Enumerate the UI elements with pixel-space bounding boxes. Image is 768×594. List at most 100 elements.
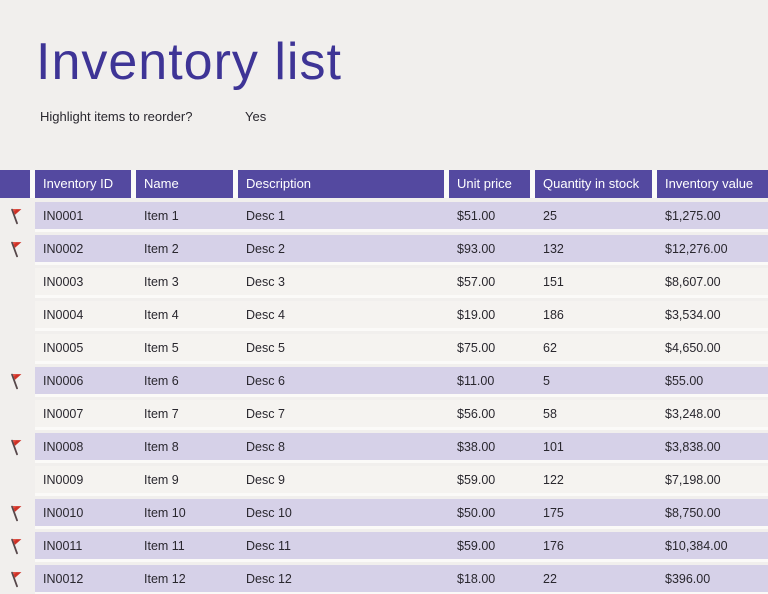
column-header-flag[interactable] bbox=[0, 170, 30, 198]
cell-description[interactable]: Desc 8 bbox=[246, 439, 285, 454]
table-row[interactable]: IN0005 Item 5 Desc 5 $75.00 62 $4,650.00 bbox=[0, 334, 768, 367]
cell-name[interactable]: Item 10 bbox=[144, 505, 186, 520]
cell-description[interactable]: Desc 2 bbox=[246, 241, 285, 256]
cell-description[interactable]: Desc 12 bbox=[246, 571, 292, 586]
cell-quantity[interactable]: 151 bbox=[543, 274, 564, 289]
table-row[interactable]: IN0011 Item 11 Desc 11 $59.00 176 $10,38… bbox=[0, 532, 768, 565]
cell-unit-price[interactable]: $75.00 bbox=[457, 340, 496, 355]
cell-description[interactable]: Desc 1 bbox=[246, 208, 285, 223]
cell-name[interactable]: Item 12 bbox=[144, 571, 186, 586]
table-row[interactable]: IN0010 Item 10 Desc 10 $50.00 175 $8,750… bbox=[0, 499, 768, 532]
cell-inventory-id[interactable]: IN0006 bbox=[43, 373, 84, 388]
column-header-quantity[interactable]: Quantity in stock bbox=[535, 170, 652, 198]
cell-inventory-value[interactable]: $3,838.00 bbox=[665, 439, 721, 454]
column-header-description[interactable]: Description bbox=[238, 170, 444, 198]
reorder-flag-icon bbox=[4, 371, 25, 392]
cell-description[interactable]: Desc 3 bbox=[246, 274, 285, 289]
cell-unit-price[interactable]: $11.00 bbox=[457, 373, 495, 388]
column-header-unit-price[interactable]: Unit price bbox=[449, 170, 530, 198]
inventory-table: Inventory ID Name Description Unit price… bbox=[0, 170, 768, 594]
table-row[interactable]: IN0006 Item 6 Desc 6 $11.00 5 $55.00 bbox=[0, 367, 768, 400]
cell-inventory-value[interactable]: $8,607.00 bbox=[665, 274, 721, 289]
cell-unit-price[interactable]: $18.00 bbox=[457, 571, 496, 586]
cell-inventory-value[interactable]: $12,276.00 bbox=[665, 241, 728, 256]
cell-name[interactable]: Item 7 bbox=[144, 406, 179, 421]
cell-description[interactable]: Desc 9 bbox=[246, 472, 285, 487]
cell-inventory-id[interactable]: IN0001 bbox=[43, 208, 84, 223]
table-row[interactable]: IN0003 Item 3 Desc 3 $57.00 151 $8,607.0… bbox=[0, 268, 768, 301]
table-row[interactable]: IN0008 Item 8 Desc 8 $38.00 101 $3,838.0… bbox=[0, 433, 768, 466]
cell-quantity[interactable]: 186 bbox=[543, 307, 564, 322]
cell-quantity[interactable]: 122 bbox=[543, 472, 564, 487]
reorder-answer-cell[interactable]: Yes bbox=[245, 109, 267, 124]
cell-name[interactable]: Item 6 bbox=[144, 373, 179, 388]
cell-unit-price[interactable]: $93.00 bbox=[457, 241, 496, 256]
cell-unit-price[interactable]: $50.00 bbox=[457, 505, 496, 520]
cell-inventory-value[interactable]: $3,248.00 bbox=[665, 406, 721, 421]
table-row[interactable]: IN0012 Item 12 Desc 12 $18.00 22 $396.00 bbox=[0, 565, 768, 594]
cell-inventory-value[interactable]: $3,534.00 bbox=[665, 307, 721, 322]
reorder-flag-icon bbox=[4, 206, 25, 227]
table-row[interactable]: IN0004 Item 4 Desc 4 $19.00 186 $3,534.0… bbox=[0, 301, 768, 334]
cell-inventory-id[interactable]: IN0008 bbox=[43, 439, 84, 454]
cell-name[interactable]: Item 8 bbox=[144, 439, 179, 454]
cell-description[interactable]: Desc 7 bbox=[246, 406, 285, 421]
cell-inventory-value[interactable]: $10,384.00 bbox=[665, 538, 728, 553]
cell-inventory-id[interactable]: IN0007 bbox=[43, 406, 84, 421]
cell-name[interactable]: Item 2 bbox=[144, 241, 179, 256]
cell-inventory-id[interactable]: IN0009 bbox=[43, 472, 84, 487]
table-row[interactable]: IN0007 Item 7 Desc 7 $56.00 58 $3,248.00 bbox=[0, 400, 768, 433]
cell-name[interactable]: Item 3 bbox=[144, 274, 179, 289]
cell-description[interactable]: Desc 6 bbox=[246, 373, 285, 388]
table-body: IN0001 Item 1 Desc 1 $51.00 25 $1,275.00… bbox=[0, 202, 768, 594]
cell-quantity[interactable]: 101 bbox=[543, 439, 564, 454]
cell-inventory-value[interactable]: $8,750.00 bbox=[665, 505, 721, 520]
table-row[interactable]: IN0009 Item 9 Desc 9 $59.00 122 $7,198.0… bbox=[0, 466, 768, 499]
table-row[interactable]: IN0002 Item 2 Desc 2 $93.00 132 $12,276.… bbox=[0, 235, 768, 268]
cell-inventory-value[interactable]: $55.00 bbox=[665, 373, 704, 388]
cell-quantity[interactable]: 58 bbox=[543, 406, 557, 421]
cell-inventory-id[interactable]: IN0005 bbox=[43, 340, 84, 355]
cell-inventory-value[interactable]: $7,198.00 bbox=[665, 472, 721, 487]
cell-inventory-id[interactable]: IN0004 bbox=[43, 307, 84, 322]
cell-quantity[interactable]: 22 bbox=[543, 571, 557, 586]
cell-quantity[interactable]: 25 bbox=[543, 208, 557, 223]
cell-inventory-value[interactable]: $4,650.00 bbox=[665, 340, 721, 355]
column-header-name[interactable]: Name bbox=[136, 170, 233, 198]
table-row[interactable]: IN0001 Item 1 Desc 1 $51.00 25 $1,275.00 bbox=[0, 202, 768, 235]
cell-name[interactable]: Item 4 bbox=[144, 307, 179, 322]
table-header-row: Inventory ID Name Description Unit price… bbox=[0, 170, 768, 198]
cell-name[interactable]: Item 1 bbox=[144, 208, 179, 223]
cell-name[interactable]: Item 5 bbox=[144, 340, 179, 355]
cell-inventory-id[interactable]: IN0002 bbox=[43, 241, 84, 256]
cell-unit-price[interactable]: $19.00 bbox=[457, 307, 496, 322]
cell-inventory-id[interactable]: IN0003 bbox=[43, 274, 84, 289]
column-header-inventory-value[interactable]: Inventory value bbox=[657, 170, 768, 198]
cell-inventory-id[interactable]: IN0011 bbox=[43, 538, 83, 553]
cell-unit-price[interactable]: $51.00 bbox=[457, 208, 496, 223]
cell-unit-price[interactable]: $59.00 bbox=[457, 472, 496, 487]
cell-inventory-value[interactable]: $396.00 bbox=[665, 571, 711, 586]
cell-quantity[interactable]: 175 bbox=[543, 505, 564, 520]
cell-unit-price[interactable]: $59.00 bbox=[457, 538, 496, 553]
reorder-flag-icon bbox=[4, 503, 25, 524]
cell-quantity[interactable]: 62 bbox=[543, 340, 557, 355]
cell-description[interactable]: Desc 4 bbox=[246, 307, 285, 322]
cell-unit-price[interactable]: $57.00 bbox=[457, 274, 496, 289]
cell-quantity[interactable]: 176 bbox=[543, 538, 564, 553]
reorder-flag-icon bbox=[4, 239, 25, 260]
cell-quantity[interactable]: 5 bbox=[543, 373, 550, 388]
cell-description[interactable]: Desc 11 bbox=[246, 538, 291, 553]
column-header-inventory-id[interactable]: Inventory ID bbox=[35, 170, 131, 198]
cell-inventory-id[interactable]: IN0012 bbox=[43, 571, 84, 586]
cell-unit-price[interactable]: $38.00 bbox=[457, 439, 496, 454]
cell-name[interactable]: Item 9 bbox=[144, 472, 179, 487]
reorder-flag-icon bbox=[4, 437, 25, 458]
cell-inventory-value[interactable]: $1,275.00 bbox=[665, 208, 721, 223]
cell-inventory-id[interactable]: IN0010 bbox=[43, 505, 84, 520]
cell-unit-price[interactable]: $56.00 bbox=[457, 406, 496, 421]
cell-description[interactable]: Desc 5 bbox=[246, 340, 285, 355]
cell-name[interactable]: Item 11 bbox=[144, 538, 185, 553]
cell-quantity[interactable]: 132 bbox=[543, 241, 564, 256]
cell-description[interactable]: Desc 10 bbox=[246, 505, 292, 520]
